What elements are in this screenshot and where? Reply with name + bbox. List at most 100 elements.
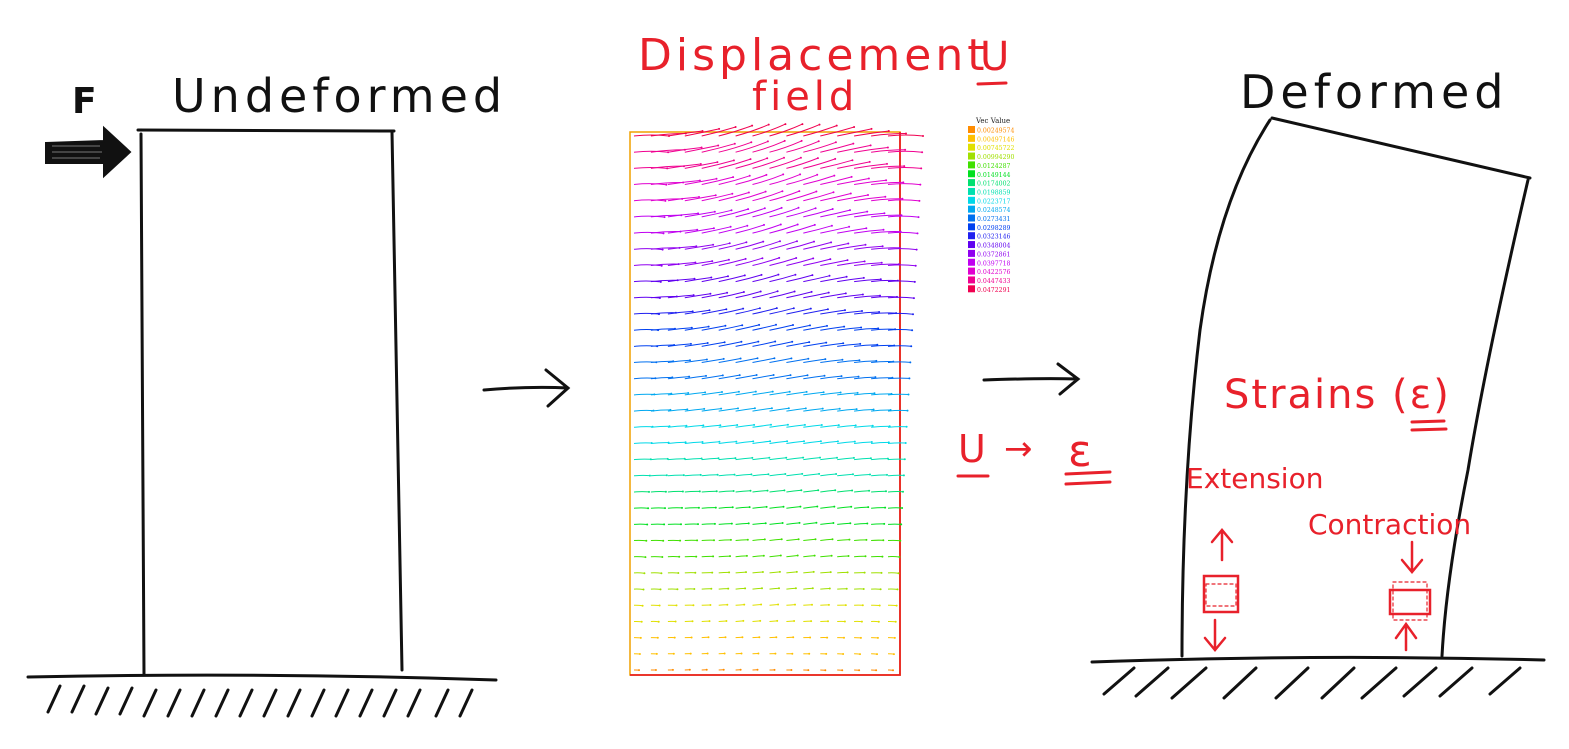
field-vector <box>871 181 904 185</box>
field-vector <box>803 408 823 412</box>
field-vector-head <box>707 325 710 328</box>
field-vector-head <box>878 604 881 607</box>
field-vector-head <box>903 458 906 461</box>
field-vector <box>786 324 811 331</box>
field-vector-head <box>640 620 643 623</box>
field-vector-head <box>664 199 667 202</box>
field-vector-head <box>763 538 766 541</box>
field-vector-head <box>760 273 763 276</box>
field-vector <box>735 174 767 185</box>
field-vector-head <box>816 173 819 176</box>
field-vector-head <box>876 653 878 656</box>
field-vector <box>820 489 836 493</box>
field-vector <box>871 393 892 396</box>
field-vector-head <box>909 361 912 364</box>
field-vector-head <box>781 190 784 193</box>
field-vector-head <box>859 636 862 639</box>
field-vector-head <box>893 636 896 639</box>
field-vector <box>769 190 800 202</box>
strains-epsilon-underline <box>1410 419 1448 432</box>
field-vector <box>701 193 733 202</box>
legend-value: 0.0323146 <box>977 234 1011 241</box>
field-vector-head <box>748 174 751 177</box>
field-vector <box>667 392 689 396</box>
field-vector-head <box>868 489 871 492</box>
field-vector-head <box>762 240 765 243</box>
field-vector-head <box>892 653 895 656</box>
field-vector-head <box>705 358 708 361</box>
legend-swatch <box>968 143 975 151</box>
field-vector <box>650 474 667 477</box>
field-vector <box>633 199 666 202</box>
field-vector-head <box>679 539 682 542</box>
field-vector-head <box>715 490 718 493</box>
field-vector <box>752 604 762 606</box>
field-vector <box>837 441 855 444</box>
field-vector-head <box>859 342 862 345</box>
field-vector-head <box>854 424 857 427</box>
field-vector <box>854 409 874 412</box>
field-vector-head <box>718 440 721 443</box>
legend-swatch <box>968 187 975 195</box>
field-vector-head <box>658 297 661 299</box>
field-vector <box>769 291 795 299</box>
field-vector-head <box>733 473 736 476</box>
field-vector <box>871 441 889 444</box>
field-vector <box>701 457 719 461</box>
extension-label: Extension <box>1186 462 1323 495</box>
field-vector-head <box>761 571 764 573</box>
field-vector-head <box>792 307 795 310</box>
field-vector-head <box>861 604 864 607</box>
field-vector-head <box>759 619 762 622</box>
field-vector <box>701 408 722 412</box>
field-vector-head <box>661 556 664 558</box>
field-vector-head <box>834 489 837 492</box>
field-vector-head <box>849 209 851 212</box>
field-vector-head <box>664 490 667 493</box>
field-vector-head <box>724 636 727 639</box>
field-vector <box>837 161 870 169</box>
field-vector-head <box>833 505 836 508</box>
deformed-title: Deformed <box>1240 65 1508 119</box>
field-vector-head <box>838 407 841 410</box>
field-vector-head <box>864 555 867 558</box>
field-vector <box>854 425 873 428</box>
field-vector-head <box>790 669 793 671</box>
field-vector-head <box>729 225 732 228</box>
field-vector <box>786 291 812 299</box>
field-vector <box>820 440 838 444</box>
field-vector-head <box>713 539 715 542</box>
field-vector-head <box>742 291 745 293</box>
field-vector-head <box>833 174 836 177</box>
field-vector-head <box>704 391 707 394</box>
field-vector-head <box>830 554 833 557</box>
field-vector-head <box>903 165 906 168</box>
field-vector <box>871 231 901 234</box>
field-vector-head <box>701 441 704 443</box>
field-vector-head <box>817 489 820 492</box>
field-vector-head <box>754 390 757 393</box>
field-vector <box>887 361 911 363</box>
field-vector <box>786 440 805 444</box>
field-vector-head <box>720 407 723 410</box>
field-vector-head <box>852 473 854 476</box>
field-vector <box>684 474 701 477</box>
field-vector-head <box>857 375 860 378</box>
field-vector <box>837 260 865 266</box>
field-vector <box>752 224 781 234</box>
field-vector-head <box>830 241 833 244</box>
field-vector <box>650 393 672 396</box>
field-vector-head <box>708 309 711 312</box>
field-vector-head <box>847 555 850 557</box>
field-vector-head <box>706 652 709 655</box>
field-vector <box>752 274 779 283</box>
field-vector <box>871 296 898 299</box>
field-vector-head <box>686 408 689 411</box>
field-vector <box>667 474 684 477</box>
field-vector-head <box>750 473 753 476</box>
field-vector-head <box>693 588 696 590</box>
field-vector-head <box>709 292 712 295</box>
field-vector <box>752 538 765 541</box>
field-vector-head <box>881 245 884 248</box>
field-vector <box>803 275 830 283</box>
